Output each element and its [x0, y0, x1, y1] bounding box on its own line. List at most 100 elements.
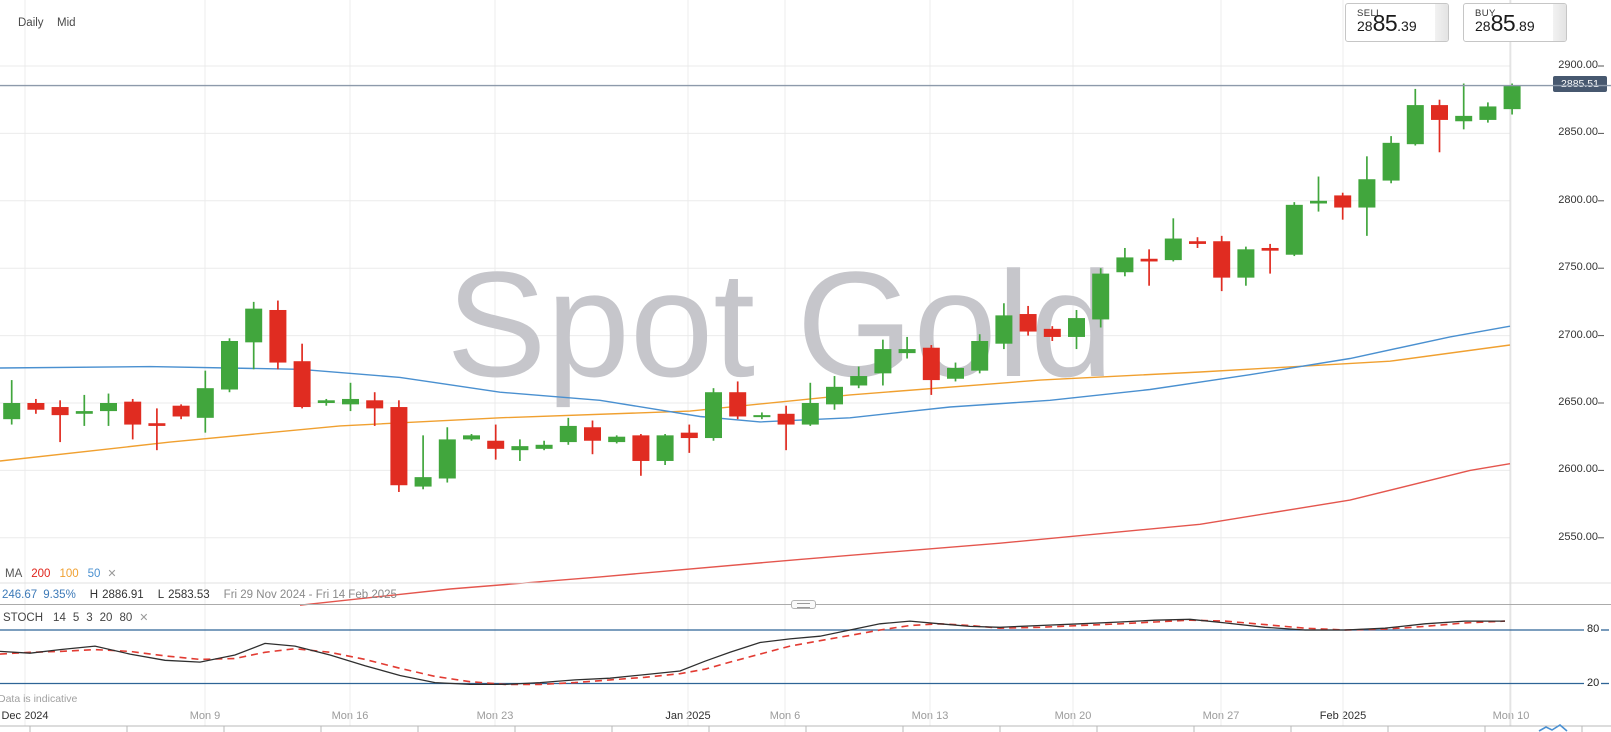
candle-up: [221, 340, 238, 390]
candle-up: [75, 411, 93, 414]
candle-up: [1285, 204, 1303, 255]
candle-up: [438, 439, 456, 479]
timeframe-selector[interactable]: Daily: [18, 17, 44, 29]
time-scrollbar[interactable]: [0, 724, 1611, 732]
candle-up: [245, 308, 263, 343]
candle-down: [366, 400, 384, 409]
candle-down: [729, 392, 747, 417]
candle-up: [1092, 273, 1110, 320]
candle-up: [971, 340, 989, 371]
candle-down: [632, 435, 650, 461]
sell-label: SELL: [1357, 8, 1382, 19]
ma-param-50[interactable]: 50: [87, 567, 101, 580]
stoch-param-4[interactable]: 20: [99, 611, 113, 624]
candle-up: [608, 436, 626, 443]
candle-down: [172, 405, 190, 417]
buy-price: 2885.89: [1475, 10, 1535, 36]
mini-chart-icon: [1538, 724, 1568, 732]
candle-up: [801, 403, 819, 425]
candle-up: [3, 403, 21, 420]
candle-down: [1019, 314, 1037, 332]
candle-up: [753, 415, 771, 418]
price-type-selector[interactable]: Mid: [57, 17, 76, 29]
candle-up: [1358, 179, 1376, 208]
candle-up: [196, 388, 214, 418]
ma-label: MA: [5, 567, 23, 580]
candle-up: [656, 435, 674, 461]
candle-down: [1043, 328, 1061, 337]
candle-down: [27, 403, 45, 410]
candle-down: [1189, 241, 1206, 244]
sell-button-edge: [1435, 4, 1448, 41]
candle-down: [51, 407, 69, 416]
candle-up: [317, 400, 335, 403]
stoch-close-icon[interactable]: ✕: [139, 612, 149, 624]
buy-label: BUY: [1475, 8, 1496, 19]
buy-button[interactable]: BUY 2885.89: [1463, 3, 1567, 42]
panel-resize-handle[interactable]: [791, 600, 816, 609]
sell-button[interactable]: SELL 2885.39: [1345, 3, 1449, 42]
ma-200-line: [299, 463, 1511, 606]
candle-up: [1116, 257, 1134, 273]
candle-up: [342, 398, 359, 405]
candle-down: [1431, 105, 1448, 120]
candle-up: [511, 446, 529, 451]
candle-up: [100, 403, 117, 412]
candle-down: [1334, 195, 1352, 208]
price-axis-label: 2600.00: [1558, 463, 1598, 476]
candle-up: [995, 315, 1013, 344]
price-axis-label: 2800.00: [1558, 193, 1598, 206]
price-axis-label: 2850.00: [1558, 126, 1598, 139]
stoch-label: STOCH: [3, 611, 44, 624]
stoch-legend: STOCH 14 5 3 20 80 ✕: [3, 611, 149, 625]
candle-up: [1479, 106, 1497, 120]
candle-up: [947, 367, 964, 379]
candle-down: [269, 309, 287, 363]
price-axis-label: 2900.00: [1558, 59, 1598, 71]
ma-param-200[interactable]: 200: [31, 567, 51, 580]
price-axis-label: 2650.00: [1558, 396, 1598, 408]
candle-down: [124, 401, 142, 425]
candle-up: [1455, 115, 1473, 122]
low-label: L: [157, 589, 165, 601]
candle-down: [293, 361, 311, 408]
ma-param-100[interactable]: 100: [59, 567, 79, 580]
disclaimer-text: Data is indicative: [0, 693, 78, 705]
candle-up: [874, 349, 892, 374]
candle-down: [1140, 258, 1158, 262]
price-axis-label: 2700.00: [1558, 328, 1598, 341]
candle-up: [414, 477, 432, 487]
candle-up: [463, 435, 480, 440]
candle-up: [1164, 238, 1182, 261]
stoch-param-3[interactable]: 3: [86, 611, 93, 624]
candle-up: [1068, 318, 1085, 337]
ma-100-line: [0, 344, 1511, 462]
price-axis-label: 2550.00: [1558, 530, 1598, 543]
buy-button-edge: [1553, 4, 1566, 41]
candle-up: [1503, 85, 1521, 110]
info-bar: 246.67 9.35% H 2886.91 L 2583.53 Fri 29 …: [2, 589, 403, 601]
ma-legend: MA 200 100 50 ✕: [5, 567, 117, 581]
candle-down: [1213, 241, 1231, 278]
date-range: Fri 29 Nov 2024 - Fri 14 Feb 2025: [223, 589, 397, 601]
candle-down: [148, 423, 166, 426]
grip-icon: [797, 603, 810, 608]
candle-down: [584, 427, 601, 441]
ma-close-icon[interactable]: ✕: [107, 568, 117, 580]
stoch-param-2[interactable]: 5: [72, 611, 80, 624]
candle-down: [487, 440, 505, 449]
low-value: 2583.53: [168, 589, 210, 601]
candle-up: [1237, 249, 1255, 278]
candle-down: [922, 347, 940, 381]
price-axis-label: 2750.00: [1558, 261, 1598, 274]
candle-up: [1310, 200, 1327, 204]
high-label: H: [89, 589, 99, 601]
change-percent: 9.35%: [43, 589, 76, 601]
stoch-param-1[interactable]: 14: [53, 611, 66, 624]
stoch-param-5[interactable]: 80: [119, 611, 133, 624]
candle-down: [680, 432, 698, 439]
stoch-level-80: 80: [1585, 623, 1602, 635]
candle-up: [826, 386, 843, 405]
